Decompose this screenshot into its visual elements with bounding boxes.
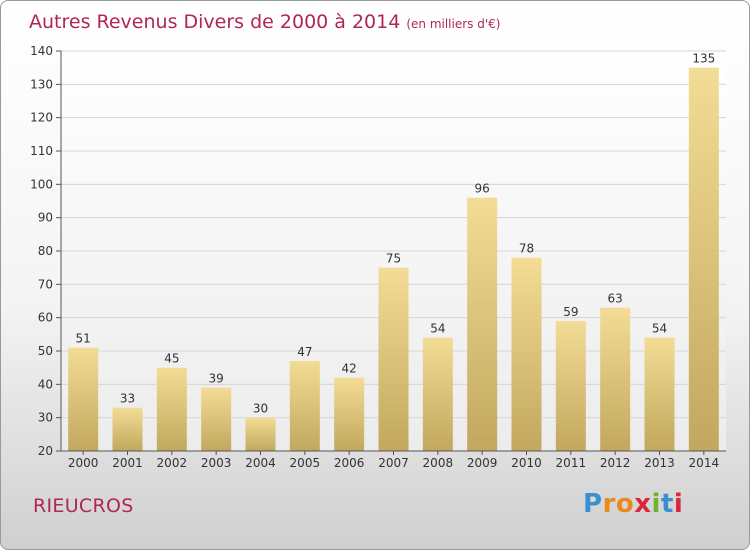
y-tick-label: 130 bbox=[30, 77, 53, 91]
data-label: 30 bbox=[253, 402, 268, 416]
data-label: 47 bbox=[297, 345, 312, 359]
bar bbox=[467, 197, 498, 451]
x-tick-label: 2001 bbox=[112, 456, 143, 470]
data-label: 63 bbox=[608, 292, 623, 306]
x-tick-label: 2007 bbox=[378, 456, 409, 470]
x-tick-label: 2010 bbox=[511, 456, 542, 470]
bar bbox=[600, 307, 631, 451]
x-tick-label: 2014 bbox=[689, 456, 720, 470]
bar bbox=[245, 417, 276, 451]
x-tick-label: 2002 bbox=[157, 456, 188, 470]
y-tick-label: 80 bbox=[38, 244, 53, 258]
x-tick-label: 2006 bbox=[334, 456, 365, 470]
logo-letter: i bbox=[651, 489, 661, 519]
bar bbox=[422, 337, 453, 451]
data-label: 54 bbox=[430, 322, 445, 336]
data-label: 54 bbox=[652, 322, 667, 336]
logo-letter: r bbox=[602, 489, 616, 519]
x-tick-label: 2011 bbox=[556, 456, 587, 470]
logo-letter: t bbox=[660, 489, 674, 519]
data-label: 33 bbox=[120, 392, 135, 406]
chart-title: Autres Revenus Divers de 2000 à 2014 (en … bbox=[29, 11, 500, 33]
logo-letter: x bbox=[634, 489, 652, 519]
data-label: 135 bbox=[692, 52, 715, 66]
proxiti-logo: Proxiti bbox=[583, 489, 683, 519]
bar bbox=[511, 257, 542, 451]
data-label: 96 bbox=[475, 182, 490, 196]
y-tick-label: 50 bbox=[38, 344, 53, 358]
x-tick-label: 2004 bbox=[245, 456, 276, 470]
y-tick-label: 110 bbox=[30, 144, 53, 158]
bar bbox=[201, 387, 232, 451]
y-tick-label: 120 bbox=[30, 111, 53, 125]
x-tick-label: 2000 bbox=[68, 456, 99, 470]
y-tick-label: 90 bbox=[38, 211, 53, 225]
title-unit: (en milliers d'€) bbox=[406, 17, 501, 31]
bar bbox=[378, 267, 409, 451]
y-tick-label: 20 bbox=[38, 444, 53, 458]
bar bbox=[688, 67, 719, 452]
bar bbox=[156, 367, 187, 451]
x-tick-label: 2003 bbox=[201, 456, 232, 470]
y-tick-label: 70 bbox=[38, 277, 53, 291]
data-label: 45 bbox=[164, 352, 179, 366]
bar bbox=[68, 347, 99, 451]
bar bbox=[555, 321, 586, 451]
bar bbox=[334, 377, 365, 451]
logo-letter: P bbox=[583, 489, 603, 519]
place-name: RIEUCROS bbox=[33, 495, 134, 517]
logo-letter: i bbox=[673, 489, 684, 519]
bar bbox=[644, 337, 675, 451]
y-tick-label: 100 bbox=[30, 177, 53, 191]
title-text: Autres Revenus Divers de 2000 à 2014 bbox=[29, 11, 401, 33]
y-tick-label: 40 bbox=[38, 377, 53, 391]
x-tick-label: 2012 bbox=[600, 456, 631, 470]
data-label: 59 bbox=[563, 305, 578, 319]
y-tick-label: 140 bbox=[30, 44, 53, 58]
data-label: 51 bbox=[76, 332, 91, 346]
x-tick-label: 2013 bbox=[644, 456, 675, 470]
y-tick-label: 60 bbox=[38, 311, 53, 325]
x-tick-label: 2009 bbox=[467, 456, 498, 470]
x-tick-label: 2005 bbox=[290, 456, 321, 470]
logo-letter: o bbox=[615, 489, 635, 519]
bar bbox=[112, 407, 143, 451]
x-tick-label: 2008 bbox=[423, 456, 454, 470]
data-label: 42 bbox=[342, 362, 357, 376]
data-label: 78 bbox=[519, 242, 534, 256]
data-label: 39 bbox=[209, 372, 224, 386]
data-label: 75 bbox=[386, 252, 401, 266]
bar bbox=[289, 361, 320, 451]
y-tick-label: 30 bbox=[38, 411, 53, 425]
